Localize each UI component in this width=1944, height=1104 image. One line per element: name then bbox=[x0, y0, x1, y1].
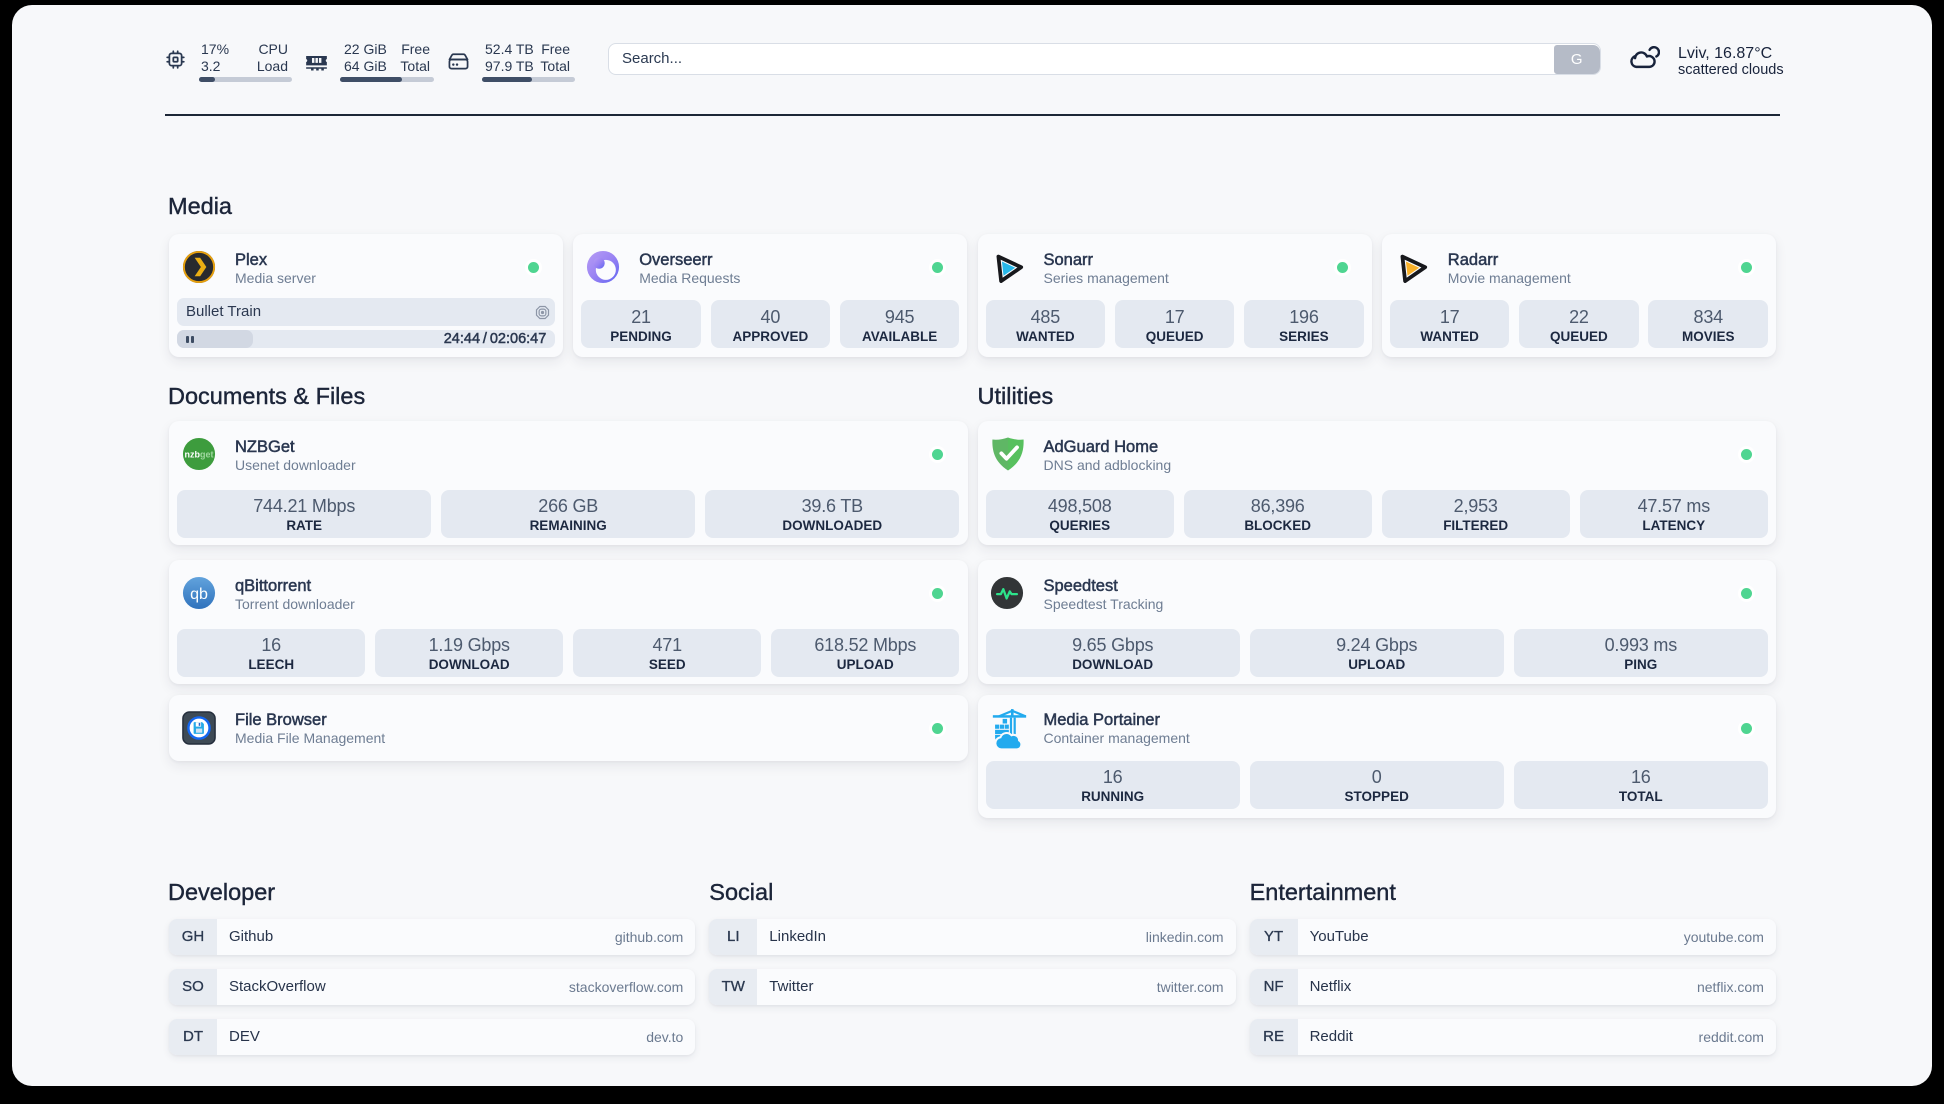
svg-text:qb: qb bbox=[190, 585, 208, 603]
svg-text:nzbget: nzbget bbox=[184, 449, 213, 459]
